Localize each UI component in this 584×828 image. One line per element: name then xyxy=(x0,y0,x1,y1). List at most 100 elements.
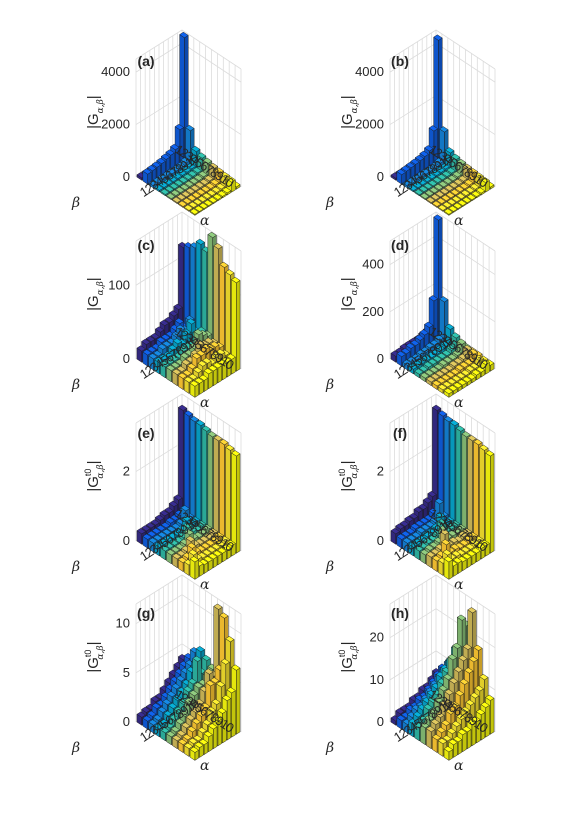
bar-a9-b5 xyxy=(460,189,470,198)
z-axis-label: |Gα,β| xyxy=(339,277,360,311)
alpha-axis-label: α xyxy=(200,577,210,593)
bar-a10-b5 xyxy=(466,194,476,202)
bars xyxy=(390,404,495,580)
bar-a8-b9 xyxy=(436,197,446,205)
bar-a7-b9 xyxy=(430,193,440,202)
bar-a4-b10 xyxy=(154,184,164,193)
z-tick-label: 10 xyxy=(116,616,130,631)
bar-a5-b10 xyxy=(160,188,170,197)
bar-a8-b8 xyxy=(441,194,451,203)
bars xyxy=(390,607,495,761)
bar-a8-b3 xyxy=(464,179,474,188)
bar-a10-b10 xyxy=(189,746,199,761)
bar-a10-b6 xyxy=(208,196,218,205)
bar-a6-b9 xyxy=(424,190,434,198)
bar-a10-b10 xyxy=(443,388,453,398)
bar-a8-b10 xyxy=(432,200,442,208)
alpha-axis-label: α xyxy=(200,395,210,411)
z-tick-label: 2000 xyxy=(355,117,384,132)
bar-a10-b1 xyxy=(231,450,241,554)
bar-a8-b7 xyxy=(445,192,455,200)
z-tick-label: 0 xyxy=(377,533,384,548)
bar-a5-b10 xyxy=(414,189,424,197)
beta-axis-label: β xyxy=(71,377,80,393)
bar-a10-b6 xyxy=(462,196,472,205)
alpha-axis-label: α xyxy=(454,213,464,229)
bar-a8-b6 xyxy=(450,189,460,197)
bar-a2-b10 xyxy=(396,350,406,367)
z-tick-label: 5 xyxy=(123,665,130,680)
z-axis-label: |Gα,β| xyxy=(85,277,106,311)
bar-a10-b10 xyxy=(443,556,453,580)
alpha-axis-label: α xyxy=(200,758,210,774)
bar-a7-b6 xyxy=(444,184,454,193)
bar-a3-b8 xyxy=(411,174,421,183)
bar-a9-b9 xyxy=(442,201,452,209)
z-axis-label: |Gα,β| xyxy=(85,95,106,129)
bar-a2-b10 xyxy=(396,168,406,185)
bar-a5-b9 xyxy=(418,185,428,194)
bar-a10-b8 xyxy=(199,202,209,210)
bar-a10-b10 xyxy=(189,380,199,398)
bar-a6-b8 xyxy=(429,187,439,195)
bar-a10-b9 xyxy=(448,205,458,213)
bar-a9-b7 xyxy=(451,195,461,204)
bar-a6-b10 xyxy=(420,192,430,201)
z-tick-label: 0 xyxy=(377,351,384,366)
bar-a10-b4 xyxy=(217,190,227,199)
bars xyxy=(136,603,241,761)
bar-a9-b8 xyxy=(447,198,457,206)
bar-a7-b8 xyxy=(435,191,445,199)
panel-title: (f) xyxy=(393,425,407,441)
bar-a7-b7 xyxy=(185,187,195,196)
bar-a6-b7 xyxy=(434,183,444,192)
z-tick-label: 100 xyxy=(108,277,130,292)
beta-axis-label: β xyxy=(71,195,80,211)
panel-title: (a) xyxy=(137,53,154,69)
beta-axis-label: β xyxy=(71,740,80,756)
panel-b: (b)020004000|Gα,β|1234567891012345678910… xyxy=(325,29,496,229)
bar-a8-b9 xyxy=(182,197,192,205)
z-axis-label: |Gα,β| xyxy=(339,95,360,129)
bar-a8-b7 xyxy=(191,192,201,200)
z-tick-label: 10 xyxy=(370,672,384,687)
bar-a7-b10 xyxy=(426,196,436,204)
panel-title: (c) xyxy=(137,237,154,253)
bar-a10-b10 xyxy=(189,556,199,580)
bar-a10-b7 xyxy=(203,199,213,207)
z-tick-label: 2 xyxy=(123,464,130,479)
bar-a8-b4 xyxy=(459,183,469,191)
bar-a8-b8 xyxy=(187,194,197,203)
z-axis-label: |Gt0 α,β| xyxy=(83,461,106,492)
beta-axis-label: β xyxy=(325,740,334,756)
z-tick-label: 4000 xyxy=(101,64,130,79)
bar-a10-b1 xyxy=(485,450,495,554)
z-tick-label: 2000 xyxy=(101,117,130,132)
bar-a9-b6 xyxy=(202,192,212,201)
bar-a10-b10 xyxy=(443,746,453,761)
bar-a7-b8 xyxy=(181,191,191,199)
bar-a2-b10 xyxy=(142,715,152,730)
bar-a7-b5 xyxy=(195,181,205,190)
bar-a10-b4 xyxy=(471,190,481,199)
bar-a9-b6 xyxy=(456,193,466,201)
bars xyxy=(390,34,495,216)
panel-title: (g) xyxy=(137,605,155,621)
z-tick-label: 4000 xyxy=(355,64,384,79)
bar-a10-b5 xyxy=(212,193,222,202)
bar-a10-b9 xyxy=(194,205,204,213)
z-axis-label: |Gt0 α,β| xyxy=(83,642,106,673)
z-tick-label: 20 xyxy=(370,630,384,645)
bar-a3-b10 xyxy=(402,180,412,189)
bar-a10-b7 xyxy=(457,199,467,207)
z-tick-label: 400 xyxy=(362,257,384,272)
bar-a10-b1 xyxy=(231,276,241,372)
bar-a8-b5 xyxy=(455,185,465,194)
